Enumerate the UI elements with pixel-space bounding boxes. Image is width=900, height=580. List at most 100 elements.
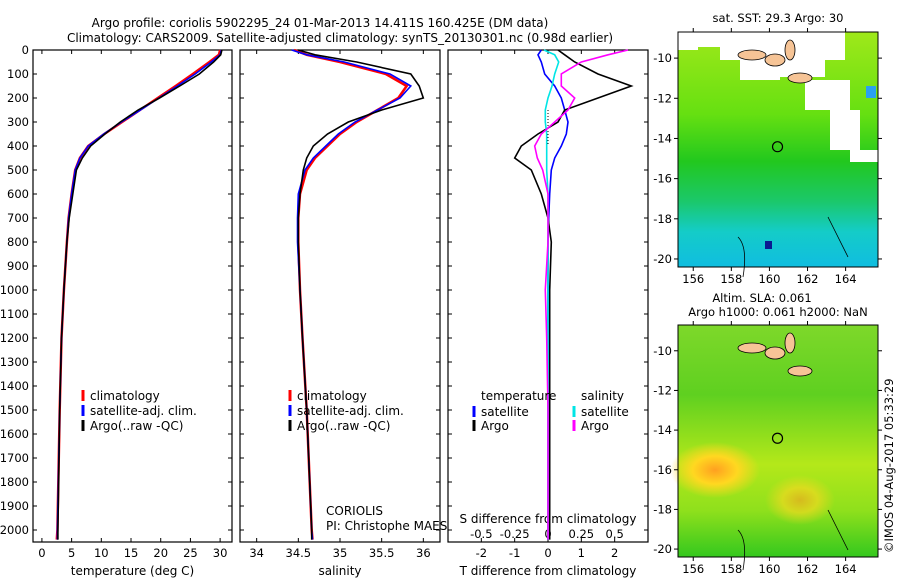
map-y-tick-label: -12 bbox=[653, 383, 672, 397]
x-tick-label: 36 bbox=[416, 546, 431, 560]
x2-tick-label: 0.25 bbox=[569, 527, 595, 541]
map-x-tick-label: 156 bbox=[682, 562, 704, 576]
x-axis-label: T difference from climatology bbox=[459, 564, 637, 578]
map-x-tick-label: 160 bbox=[758, 562, 780, 576]
island bbox=[787, 365, 813, 377]
footer-timestamp: ©IMOS 04-Aug-2017 05:33:29 bbox=[882, 378, 896, 553]
map-y-tick-label: -10 bbox=[653, 51, 672, 65]
missing-data bbox=[820, 32, 845, 60]
x-tick-label: 35 bbox=[333, 546, 348, 560]
x-axis-label: temperature (deg C) bbox=[71, 564, 194, 578]
legend-label: Argo(..raw -QC) bbox=[90, 419, 183, 433]
map-y-tick-label: -10 bbox=[653, 344, 672, 358]
plot-frame bbox=[239, 49, 441, 543]
series-line-s-argo bbox=[533, 49, 629, 540]
annotation-line: PI: Christophe MAES bbox=[326, 519, 447, 533]
x-tick-label: 30 bbox=[213, 546, 228, 560]
y-tick-label: 1800 bbox=[0, 475, 29, 489]
x-axis-label: salinity bbox=[318, 564, 361, 578]
island bbox=[784, 332, 796, 354]
x-tick-label: 0 bbox=[544, 546, 551, 560]
y-tick-label: 600 bbox=[7, 187, 29, 201]
float-position-marker bbox=[771, 432, 784, 444]
map-y-tick-label: -16 bbox=[653, 172, 672, 186]
y-tick-label: 1500 bbox=[0, 403, 29, 417]
y-tick-label: 300 bbox=[7, 115, 29, 129]
x2-tick-label: 0.5 bbox=[606, 527, 624, 541]
map-x-tick-label: 162 bbox=[797, 272, 819, 286]
x-tick-label: 5 bbox=[68, 546, 75, 560]
map-pixel bbox=[765, 241, 772, 249]
map-title: Altim. SLA: 0.061 bbox=[712, 291, 811, 305]
series-line-climatology bbox=[55, 49, 222, 540]
y-tick-label: 500 bbox=[7, 163, 29, 177]
map-field bbox=[678, 325, 878, 557]
missing-data bbox=[830, 110, 860, 150]
x-tick-label: 25 bbox=[183, 546, 198, 560]
y-tick-label: 200 bbox=[7, 91, 29, 105]
panel-salinity: 34 34.5 35 35.5 36 salinity climatologysatelli… bbox=[239, 48, 447, 578]
missing-data bbox=[775, 32, 825, 77]
x-tick-label: -2 bbox=[476, 546, 487, 560]
panel-temperature: 0100200300400500600700800900100011001200… bbox=[0, 43, 233, 578]
x-tick-label: 34.5 bbox=[286, 546, 312, 560]
x2-tick-label: -0.25 bbox=[500, 527, 530, 541]
legend-title-temperature: temperature bbox=[481, 389, 556, 403]
legend-label: climatology bbox=[90, 389, 160, 403]
map-title: sat. SST: 29.3 Argo: 30 bbox=[713, 11, 844, 25]
missing-data bbox=[805, 80, 850, 110]
map-y-tick-label: -18 bbox=[653, 502, 672, 516]
y-tick-label: 1900 bbox=[0, 499, 29, 513]
bathymetry-contour bbox=[737, 509, 849, 571]
missing-data bbox=[678, 32, 738, 47]
profile-panels: 0100200300400500600700800900100011001200… bbox=[0, 43, 649, 578]
legend-label: Argo bbox=[581, 419, 609, 433]
y-tick-label: 1700 bbox=[0, 451, 29, 465]
plot-frame bbox=[32, 49, 233, 543]
y-tick-label: 100 bbox=[7, 67, 29, 81]
y-tick-label: 1300 bbox=[0, 355, 29, 369]
map-frame bbox=[677, 31, 879, 268]
x-tick-label: 20 bbox=[153, 546, 168, 560]
legend-label: Argo bbox=[481, 419, 509, 433]
x-tick-label: 35.5 bbox=[369, 546, 395, 560]
y-tick-label: 1000 bbox=[0, 283, 29, 297]
y-tick-label: 1400 bbox=[0, 379, 29, 393]
y-tick-label: 1600 bbox=[0, 427, 29, 441]
map-x-tick-label: 164 bbox=[835, 562, 857, 576]
x-tick-label: 0 bbox=[38, 546, 45, 560]
series-line-argo bbox=[57, 49, 223, 540]
x-tick-label: 10 bbox=[94, 546, 109, 560]
series-line-t-argo bbox=[513, 49, 634, 540]
island bbox=[737, 342, 767, 354]
maps: sat. SST: 29.3 Argo: 30 156 158 160 162 164 -1… bbox=[653, 11, 882, 576]
series-line-s-satellite bbox=[543, 49, 560, 540]
y-tick-label: 800 bbox=[7, 235, 29, 249]
series-line-climatology bbox=[293, 48, 409, 540]
map-pixel bbox=[866, 86, 876, 98]
map-x-tick-label: 158 bbox=[720, 562, 742, 576]
map-y-tick-label: -20 bbox=[653, 542, 672, 556]
title-line-2: Climatology: CARS2009. Satellite-adjuste… bbox=[67, 31, 613, 45]
legend-label: climatology bbox=[297, 389, 367, 403]
island bbox=[764, 53, 786, 67]
map-y-tick-label: -16 bbox=[653, 463, 672, 477]
map-x-tick-label: 164 bbox=[835, 272, 857, 286]
y-tick-label: 900 bbox=[7, 259, 29, 273]
legend-label: Argo(..raw -QC) bbox=[297, 419, 390, 433]
map-sst: sat. SST: 29.3 Argo: 30 156 158 160 162 164 -1… bbox=[653, 11, 882, 286]
y-tick-label: 0 bbox=[22, 43, 29, 57]
map-y-tick-label: -18 bbox=[653, 212, 672, 226]
map-title: Argo h1000: 0.061 h2000: NaN bbox=[688, 305, 867, 319]
y-tick-label: 2000 bbox=[0, 523, 29, 537]
series-line-satellite-adj.-clim. bbox=[56, 49, 223, 540]
island bbox=[784, 39, 796, 61]
y-tick-label: 700 bbox=[7, 211, 29, 225]
y-tick-label: 400 bbox=[7, 139, 29, 153]
bathymetry-contour bbox=[737, 216, 849, 278]
legend-label: satellite-adj. clim. bbox=[90, 404, 197, 418]
map-anomaly bbox=[670, 442, 760, 498]
y-tick-label: 1100 bbox=[0, 307, 29, 321]
